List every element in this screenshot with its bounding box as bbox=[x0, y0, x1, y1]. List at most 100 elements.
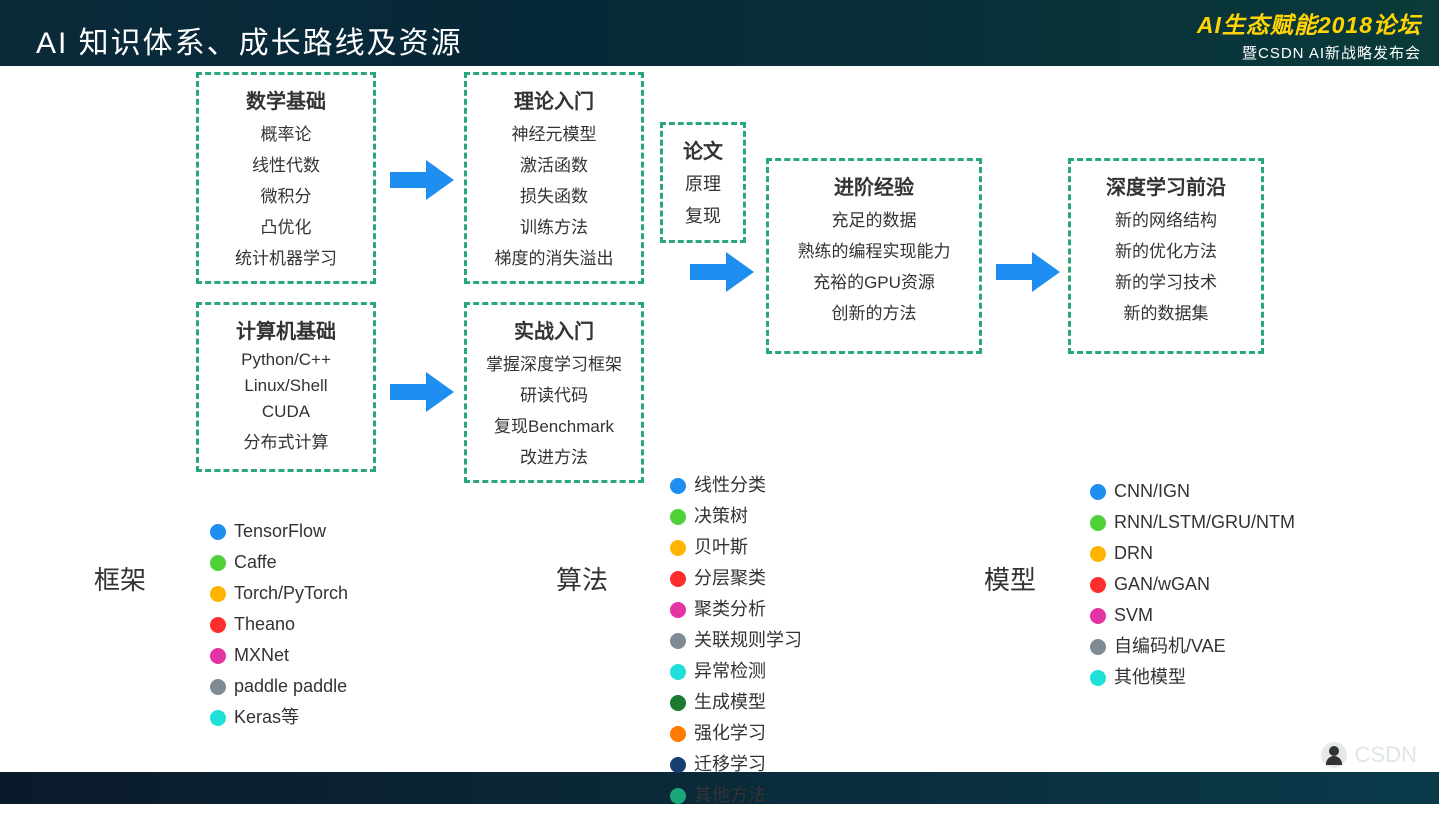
arrow-3 bbox=[994, 250, 1062, 294]
box-item: 复现 bbox=[677, 202, 729, 228]
box-item: 新的数据集 bbox=[1085, 299, 1247, 324]
bullet-icon bbox=[1090, 608, 1106, 624]
bullet-icon bbox=[210, 617, 226, 633]
category-label-model: 模型 bbox=[984, 560, 1036, 597]
list-item: GAN/wGAN bbox=[1090, 571, 1295, 598]
bullet-icon bbox=[670, 571, 686, 587]
box-title: 实战入门 bbox=[481, 315, 627, 344]
box-item: 梯度的消失溢出 bbox=[481, 244, 627, 269]
box-cs: 计算机基础Python/C++Linux/ShellCUDA分布式计算 bbox=[196, 302, 376, 472]
box-practice: 实战入门掌握深度学习框架研读代码复现Benchmark 改进方法 bbox=[464, 302, 644, 483]
box-item: 复现Benchmark bbox=[481, 412, 627, 437]
box-item: 原理 bbox=[677, 170, 729, 196]
list-item-label: GAN/wGAN bbox=[1114, 571, 1210, 598]
box-title: 深度学习前沿 bbox=[1085, 171, 1247, 200]
category-label-framework: 框架 bbox=[94, 560, 146, 597]
box-item: 训练方法 bbox=[481, 213, 627, 238]
page-title: AI 知识体系、成长路线及资源 bbox=[36, 18, 463, 62]
list-item-label: Keras等 bbox=[234, 704, 299, 731]
bullet-icon bbox=[1090, 670, 1106, 686]
box-item: 神经元模型 bbox=[481, 120, 627, 145]
list-item: SVM bbox=[1090, 602, 1295, 629]
box-adv: 进阶经验充足的数据熟练的编程实现能力充裕的GPU资源创新的方法 bbox=[766, 158, 982, 354]
category-list-algo: 线性分类决策树贝叶斯分层聚类聚类分析关联规则学习异常检测生成模型强化学习迁移学习… bbox=[670, 472, 802, 813]
list-item-label: 生成模型 bbox=[694, 689, 766, 716]
list-item-label: 自编码机/VAE bbox=[1114, 633, 1226, 660]
list-item: 自编码机/VAE bbox=[1090, 633, 1295, 660]
list-item: Torch/PyTorch bbox=[210, 580, 348, 607]
box-theory: 理论入门神经元模型激活函数损失函数训练方法梯度的消失溢出 bbox=[464, 72, 644, 284]
bullet-icon bbox=[670, 509, 686, 525]
box-item: 新的网络结构 bbox=[1085, 206, 1247, 231]
box-item: 掌握深度学习框架 bbox=[481, 350, 627, 375]
list-item-label: 决策树 bbox=[694, 503, 748, 530]
bullet-icon bbox=[210, 679, 226, 695]
box-item: 概率论 bbox=[213, 120, 359, 145]
list-item: Keras等 bbox=[210, 704, 348, 731]
box-item: Python/C++ bbox=[213, 350, 359, 370]
list-item: TensorFlow bbox=[210, 518, 348, 545]
list-item: 其他模型 bbox=[1090, 664, 1295, 691]
list-item-label: MXNet bbox=[234, 642, 289, 669]
list-item-label: 其他模型 bbox=[1114, 664, 1186, 691]
list-item: MXNet bbox=[210, 642, 348, 669]
box-item: 熟练的编程实现能力 bbox=[783, 237, 965, 262]
box-item: 改进方法 bbox=[481, 443, 627, 468]
bullet-icon bbox=[210, 586, 226, 602]
category-list-model: CNN/IGN RNN/LSTM/GRU/NTM DRN GAN/wGAN SVM 自编码… bbox=[1090, 478, 1295, 695]
list-item-label: 其他方法 bbox=[694, 782, 766, 809]
bullet-icon bbox=[1090, 639, 1106, 655]
bullet-icon bbox=[210, 555, 226, 571]
bullet-icon bbox=[1090, 577, 1106, 593]
box-item: 充裕的GPU资源 bbox=[783, 268, 965, 293]
list-item: DRN bbox=[1090, 540, 1295, 567]
list-item-label: DRN bbox=[1114, 540, 1153, 567]
bullet-icon bbox=[210, 524, 226, 540]
arrow-2 bbox=[688, 250, 756, 294]
box-title: 论文 bbox=[677, 135, 729, 164]
bullet-icon bbox=[670, 633, 686, 649]
box-item: 创新的方法 bbox=[783, 299, 965, 324]
box-title: 理论入门 bbox=[481, 85, 627, 114]
bullet-icon bbox=[1090, 515, 1106, 531]
list-item: 分层聚类 bbox=[670, 565, 802, 592]
list-item-label: Theano bbox=[234, 611, 295, 638]
bullet-icon bbox=[670, 788, 686, 804]
bullet-icon bbox=[670, 726, 686, 742]
list-item: 聚类分析 bbox=[670, 596, 802, 623]
box-item: 分布式计算 bbox=[213, 428, 359, 453]
category-label-algo: 算法 bbox=[556, 560, 608, 597]
box-item: 统计机器学习 bbox=[213, 244, 359, 269]
box-item: 新的学习技术 bbox=[1085, 268, 1247, 293]
wechat-icon bbox=[1321, 742, 1347, 768]
bullet-icon bbox=[670, 757, 686, 773]
box-front: 深度学习前沿新的网络结构新的优化方法新的学习技术新的数据集 bbox=[1068, 158, 1264, 354]
list-item: 决策树 bbox=[670, 503, 802, 530]
bullet-icon bbox=[210, 648, 226, 664]
list-item-label: TensorFlow bbox=[234, 518, 326, 545]
credit-text: CSDN bbox=[1355, 742, 1417, 768]
list-item: Caffe bbox=[210, 549, 348, 576]
list-item-label: Torch/PyTorch bbox=[234, 580, 348, 607]
list-item-label: 关联规则学习 bbox=[694, 627, 802, 654]
bullet-icon bbox=[1090, 484, 1106, 500]
box-item: 研读代码 bbox=[481, 381, 627, 406]
list-item: CNN/IGN bbox=[1090, 478, 1295, 505]
box-title: 计算机基础 bbox=[213, 315, 359, 344]
box-item: 线性代数 bbox=[213, 151, 359, 176]
list-item-label: Caffe bbox=[234, 549, 277, 576]
list-item: Theano bbox=[210, 611, 348, 638]
box-item: 损失函数 bbox=[481, 182, 627, 207]
list-item-label: RNN/LSTM/GRU/NTM bbox=[1114, 509, 1295, 536]
arrow-0 bbox=[388, 158, 456, 202]
brand-line-1: AI生态赋能2018论坛 bbox=[1197, 6, 1421, 40]
list-item-label: 线性分类 bbox=[694, 472, 766, 499]
box-item: 充足的数据 bbox=[783, 206, 965, 231]
list-item: 贝叶斯 bbox=[670, 534, 802, 561]
list-item-label: 分层聚类 bbox=[694, 565, 766, 592]
bullet-icon bbox=[670, 695, 686, 711]
list-item: 强化学习 bbox=[670, 720, 802, 747]
box-item: 微积分 bbox=[213, 182, 359, 207]
list-item: 生成模型 bbox=[670, 689, 802, 716]
bullet-icon bbox=[1090, 546, 1106, 562]
